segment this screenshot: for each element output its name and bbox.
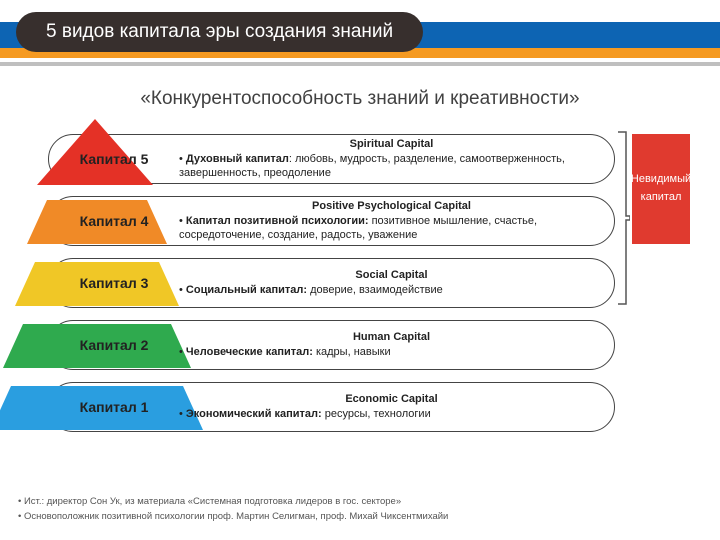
- pyramid-stage: Невидимый капитал Капитал 5Spiritual Cap…: [0, 124, 720, 464]
- row-label: Капитал 3: [49, 275, 179, 291]
- subtitle: «Конкурентоспособность знаний и креативн…: [0, 88, 720, 110]
- row-body: Social Capital• Социальный капитал: дове…: [179, 268, 614, 298]
- footer-notes: • Ист.: директор Сон Ук, из материала «С…: [18, 494, 448, 524]
- brand-label: Policy Science: [601, 6, 692, 21]
- row-label: Капитал 5: [49, 151, 179, 167]
- row-label: Капитал 4: [49, 213, 179, 229]
- capital-row-1: Капитал 1Economic Capital• Экономический…: [48, 382, 615, 432]
- bracket-icon: [618, 130, 630, 306]
- gray-line: [0, 62, 720, 66]
- row-label: Капитал 1: [49, 399, 179, 415]
- footer-line: • Ист.: директор Сон Ук, из материала «С…: [18, 494, 448, 509]
- capital-row-4: Капитал 4Positive Psychological Capital•…: [48, 196, 615, 246]
- row-body: Spiritual Capital• Духовный капитал: люб…: [179, 137, 614, 182]
- row-body: Positive Psychological Capital• Капитал …: [179, 199, 614, 244]
- capital-row-5: Капитал 5Spiritual Capital• Духовный кап…: [48, 134, 615, 184]
- slide-title: 5 видов капитала эры создания знаний: [16, 12, 423, 52]
- row-body: Human Capital• Человеческие капитал: кад…: [179, 330, 614, 360]
- sidebox-invisible-capital: Невидимый капитал: [632, 134, 690, 244]
- footer-line: • Основоположник позитивной психологии п…: [18, 509, 448, 524]
- capital-row-3: Капитал 3Social Capital• Социальный капи…: [48, 258, 615, 308]
- capital-row-2: Капитал 2Human Capital• Человеческие кап…: [48, 320, 615, 370]
- row-body: Economic Capital• Экономический капитал:…: [179, 392, 614, 422]
- header: Policy Science 5 видов капитала эры созд…: [0, 0, 720, 78]
- row-label: Капитал 2: [49, 337, 179, 353]
